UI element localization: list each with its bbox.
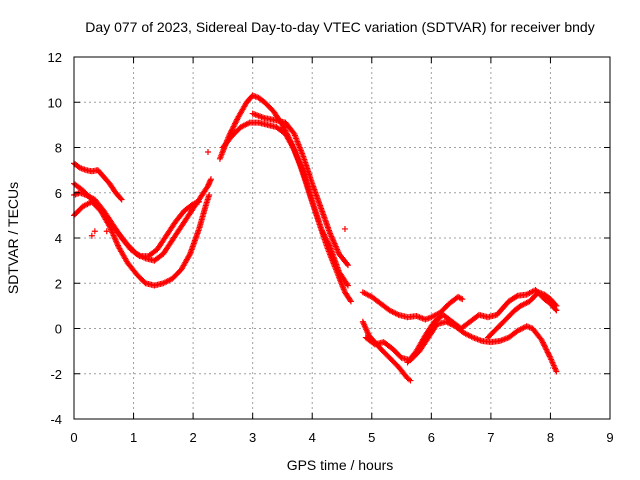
data-point xyxy=(344,282,351,289)
data-point xyxy=(546,353,553,360)
series-track-12 xyxy=(484,289,560,341)
data-point xyxy=(324,238,331,245)
grid-lines xyxy=(74,57,610,419)
x-tick-label: 7 xyxy=(487,430,494,445)
y-tick-label: 8 xyxy=(55,141,62,156)
data-point xyxy=(344,281,351,288)
y-tick-label: 2 xyxy=(55,276,62,291)
data-point xyxy=(542,345,549,352)
data-point xyxy=(513,293,520,300)
y-tick-label: 0 xyxy=(55,322,62,337)
data-point xyxy=(326,242,333,249)
data-point xyxy=(540,340,547,347)
series-track-4 xyxy=(71,192,213,289)
data-point xyxy=(544,347,551,354)
data-point xyxy=(206,192,213,199)
series-track-7 xyxy=(249,110,351,269)
x-axis-ticks: 0 1 2 3 4 5 6 7 8 9 xyxy=(70,57,614,445)
data-point xyxy=(117,195,124,202)
data-point xyxy=(539,338,546,345)
data-point xyxy=(541,343,548,350)
x-tick-label: 6 xyxy=(428,430,435,445)
y-tick-label: -4 xyxy=(50,412,62,427)
data-point xyxy=(232,120,239,127)
x-tick-label: 5 xyxy=(368,430,375,445)
data-point xyxy=(207,176,214,183)
x-tick-label: 9 xyxy=(606,430,613,445)
data-point xyxy=(552,301,559,308)
series-track-1 xyxy=(71,160,125,203)
y-axis-ticks: -4 -2 0 2 4 6 8 10 12 xyxy=(48,50,610,427)
y-tick-label: 4 xyxy=(55,231,62,246)
data-point xyxy=(319,228,326,235)
data-point xyxy=(205,149,211,156)
data-point xyxy=(318,227,325,234)
data-point xyxy=(229,124,236,131)
data-point xyxy=(553,368,560,375)
y-tick-label: 6 xyxy=(55,186,62,201)
data-point xyxy=(322,235,329,242)
data-point xyxy=(407,377,414,384)
data-point xyxy=(230,123,237,130)
y-tick-label: 12 xyxy=(48,50,62,65)
y-tick-label: -2 xyxy=(50,367,62,382)
data-point xyxy=(320,231,327,238)
x-tick-label: 1 xyxy=(130,430,137,445)
data-point xyxy=(539,339,546,346)
data-point xyxy=(347,297,354,304)
x-tick-label: 0 xyxy=(70,430,77,445)
data-point xyxy=(118,196,125,203)
data-marks xyxy=(71,92,560,384)
data-point xyxy=(546,352,553,359)
data-point xyxy=(543,346,550,353)
data-point xyxy=(232,119,239,126)
x-tick-label: 4 xyxy=(309,430,316,445)
data-point xyxy=(280,123,287,130)
data-point xyxy=(228,127,235,134)
data-point xyxy=(325,239,332,246)
data-point xyxy=(91,228,98,235)
y-axis-title: SDTVAR / TECUs xyxy=(5,182,21,294)
data-point xyxy=(196,198,203,205)
data-point xyxy=(320,230,327,237)
data-point xyxy=(541,342,548,349)
y-tick-label: 10 xyxy=(48,95,62,110)
data-point xyxy=(325,241,332,248)
data-point xyxy=(322,234,329,241)
series-track-6 xyxy=(219,119,351,289)
data-point xyxy=(88,232,95,239)
x-tick-label: 8 xyxy=(547,430,554,445)
data-point xyxy=(233,117,240,124)
data-point xyxy=(553,302,560,309)
data-point xyxy=(227,129,234,136)
data-point xyxy=(545,350,552,357)
series-outliers xyxy=(88,149,348,239)
data-point xyxy=(344,262,351,269)
data-point xyxy=(538,336,545,343)
data-point xyxy=(103,228,110,235)
data-point xyxy=(321,232,328,239)
data-point xyxy=(341,225,348,232)
data-point xyxy=(323,237,330,244)
data-point xyxy=(231,122,238,129)
data-point xyxy=(318,225,325,232)
series-track-11 xyxy=(404,287,560,366)
data-point xyxy=(343,260,350,267)
series-track-8 xyxy=(359,289,466,323)
x-tick-label: 2 xyxy=(189,430,196,445)
data-point xyxy=(135,252,142,259)
chart-title: Day 077 of 2023, Sidereal Day-to-day VTE… xyxy=(85,19,594,35)
data-point xyxy=(459,296,466,303)
x-tick-label: 3 xyxy=(249,430,256,445)
data-point xyxy=(457,295,464,302)
data-point xyxy=(544,349,551,356)
data-point xyxy=(229,126,236,133)
data-point xyxy=(347,298,354,305)
data-point xyxy=(280,124,287,131)
x-axis-title: GPS time / hours xyxy=(287,457,394,473)
